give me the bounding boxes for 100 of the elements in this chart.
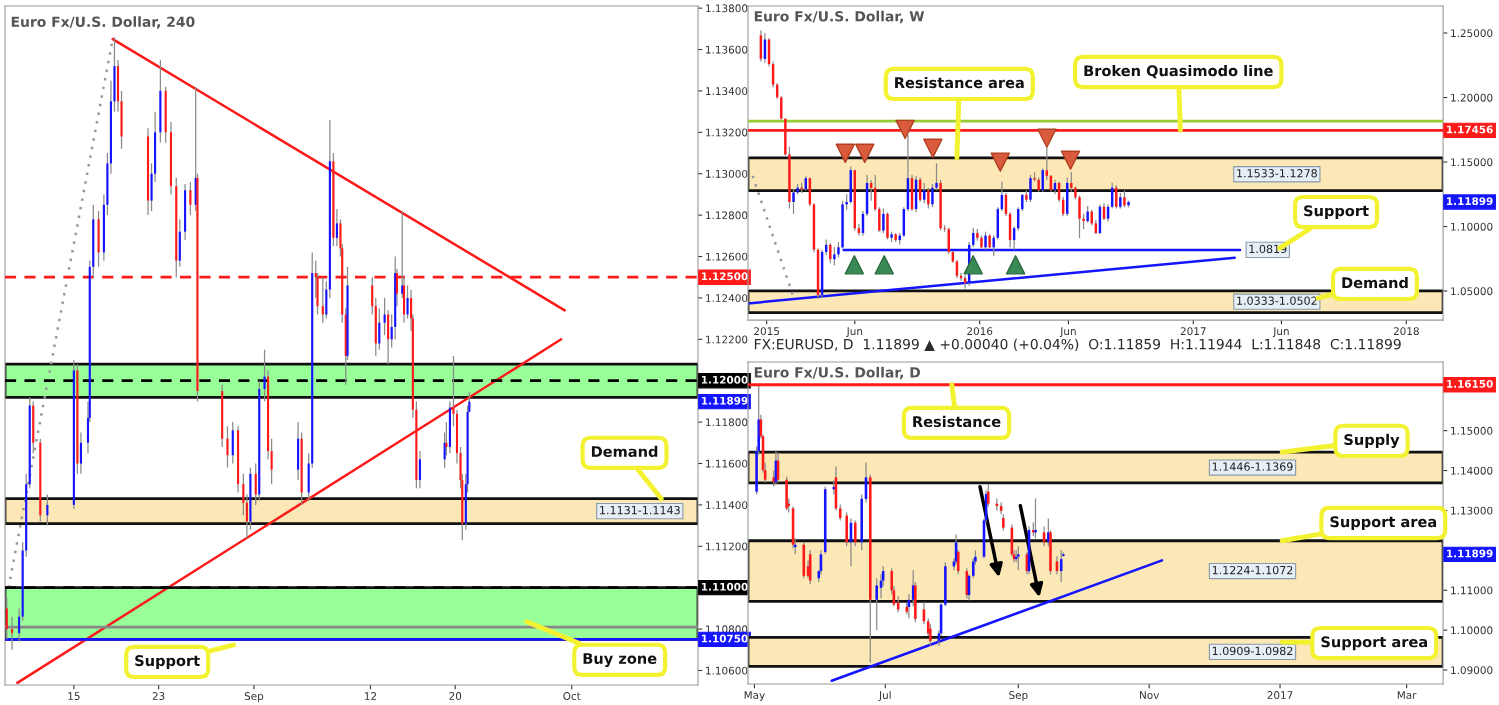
- text: 1.11899: [701, 396, 748, 405]
- candlestick: [1123, 189, 1126, 208]
- band-label: 1.0909-1.0982: [1212, 646, 1293, 656]
- chart-subtitle: FX:EURUSD, D 1.11899 ▲ +0.00040 (+0.04%) O:1.11859 H:1.11944 L:1.11848 C:1.11899: [754, 338, 1401, 352]
- x-tick-label: 15: [68, 692, 80, 700]
- y-tick-label: 1.20000: [1451, 93, 1493, 102]
- y-tick-label: 1.11800: [706, 418, 748, 427]
- candlestick: [837, 241, 840, 259]
- candlestick: [788, 145, 791, 210]
- band-label: 1.0333-1.0502: [1237, 296, 1317, 305]
- y-tick-label: 1.13400: [706, 87, 748, 96]
- x-tick-label: Jun: [1272, 327, 1289, 338]
- y-tick-label: 1.13800: [706, 4, 748, 13]
- y-tick-label: 1.12200: [706, 335, 748, 344]
- candlestick: [270, 438, 273, 485]
- x-tick-label: 12: [365, 692, 377, 700]
- candlestick: [1029, 174, 1032, 203]
- text: 1.11899: [1447, 549, 1493, 558]
- candlestick: [1078, 194, 1081, 239]
- text: Euro Fx/U.S. Dollar, 240: [11, 16, 195, 29]
- y-tick-label: 1.09000: [1451, 666, 1493, 675]
- text: 1.11899: [1447, 197, 1493, 206]
- y-tick-label: 1.05000: [1451, 287, 1493, 296]
- y-tick-label: 1.13000: [706, 169, 748, 178]
- y-tick-label: 1.25000: [1451, 29, 1493, 38]
- candlestick: [792, 188, 795, 215]
- candlestick: [263, 349, 266, 403]
- band-label: 1.1224-1.1072: [1212, 565, 1293, 575]
- x-tick-label: Jun: [846, 327, 863, 338]
- candlestick: [406, 284, 409, 320]
- y-tick-label: 1.10800: [706, 625, 748, 634]
- y-tick-label: 1.10600: [706, 666, 748, 675]
- candlestick: [1033, 171, 1036, 183]
- annotation: Resistance: [913, 415, 1001, 428]
- candlestick: [254, 462, 257, 506]
- ref-line-label: 1.12000: [701, 375, 748, 384]
- x-tick-label: 2017: [1180, 327, 1206, 336]
- candlestick: [378, 307, 381, 351]
- candlestick: [76, 363, 79, 475]
- x-tick-label: 2016: [967, 327, 993, 336]
- candlestick: [335, 208, 338, 247]
- candlestick: [886, 211, 889, 241]
- candlestick: [242, 473, 245, 516]
- y-tick-label: 1.12600: [706, 252, 748, 261]
- candlestick: [882, 207, 885, 234]
- x-tick-label: Mar: [1397, 691, 1417, 699]
- annotation: Support area: [1321, 636, 1428, 651]
- candlestick: [189, 181, 192, 216]
- x-tick-label: 20: [449, 692, 462, 700]
- candlestick: [927, 187, 930, 210]
- annotation: Buy zone: [583, 653, 657, 667]
- chart-title: Euro Fx/U.S. Dollar, D: [754, 366, 921, 380]
- y-tick-label: 1.11000: [1451, 586, 1493, 595]
- candlestick: [878, 206, 881, 233]
- x-tick-label: Jul: [878, 690, 891, 701]
- candlestick: [97, 210, 100, 268]
- candlestick: [890, 231, 893, 243]
- annotation: Demand: [591, 445, 658, 458]
- x-tick-label: Sep: [1009, 691, 1028, 702]
- candlestick: [390, 313, 393, 349]
- ref-line-label: 1.10750: [701, 634, 748, 643]
- y-tick-label: 1.10000: [1451, 626, 1493, 635]
- candlestick: [853, 519, 857, 547]
- candlestick: [46, 493, 49, 527]
- y-tick-label: 1.13000: [1451, 506, 1493, 515]
- y-tick-label: 1.11600: [706, 459, 748, 468]
- y-tick-label: 1.11200: [706, 542, 748, 551]
- band-label: 1.1533-1.1278: [1237, 169, 1317, 178]
- x-tick-label: Nov: [1140, 691, 1160, 699]
- ref-line-label: 1.17456: [1447, 125, 1493, 134]
- y-tick-label: 1.14000: [1451, 466, 1493, 475]
- ref-line-label: 1.12500: [701, 272, 748, 281]
- x-tick-label: Sep: [244, 692, 264, 702]
- y-tick-label: 1.13600: [706, 45, 748, 54]
- x-tick-label: May: [744, 691, 765, 702]
- candlestick: [79, 431, 82, 475]
- x-tick-label: 2017: [1267, 691, 1293, 699]
- annotation: Broken Quasimodo line: [1084, 64, 1273, 79]
- candlestick: [418, 450, 421, 489]
- candlestick: [1127, 200, 1130, 208]
- x-tick-label: Oct: [563, 692, 581, 700]
- candlestick: [245, 493, 248, 539]
- band-label: 1.1131-1.1143: [600, 505, 680, 515]
- band-label: 1.1446-1.1369: [1212, 462, 1293, 471]
- y-tick-label: 1.12400: [706, 294, 748, 303]
- y-tick-label: 1.11400: [706, 501, 748, 510]
- candlestick: [939, 179, 942, 232]
- candlestick: [226, 425, 229, 469]
- annotation: Support: [135, 655, 200, 669]
- annotation: Support: [1304, 205, 1369, 220]
- candlestick: [841, 200, 844, 250]
- x-tick-label: 2015: [754, 327, 780, 336]
- x-tick-label: 2018: [1393, 327, 1419, 336]
- candlestick: [972, 227, 975, 248]
- candlestick: [829, 242, 832, 264]
- x-tick-label: Jun: [1059, 327, 1076, 338]
- y-tick-label: 1.13200: [706, 128, 748, 137]
- y-tick-label: 1.15000: [1451, 158, 1493, 167]
- annotation: Supply: [1344, 433, 1400, 449]
- x-tick-label: 23: [152, 692, 165, 700]
